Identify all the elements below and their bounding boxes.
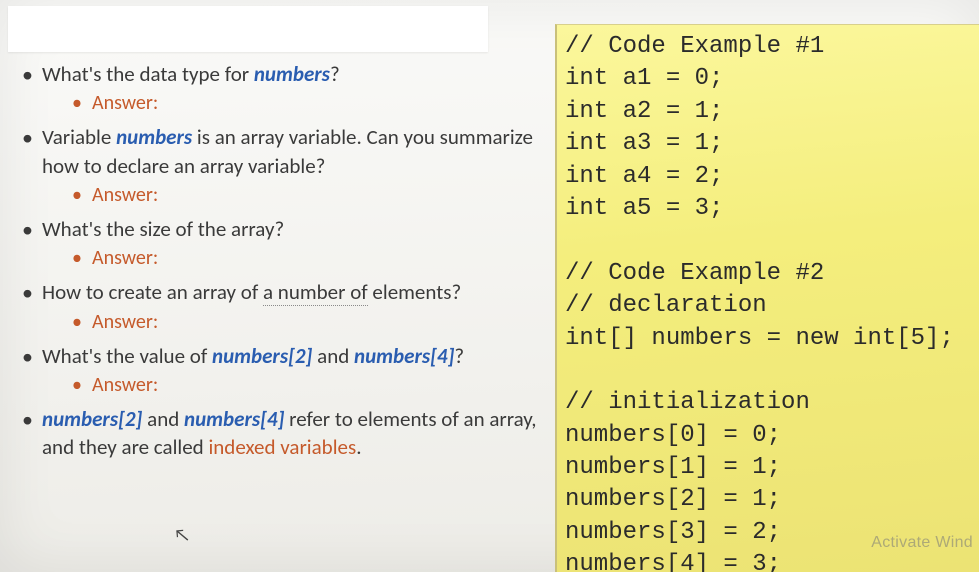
answer-5: Answer: [72,372,547,399]
question-1: What's the data type for numbers? Answer… [20,60,547,117]
code-column: // Code Example #1 int a1 = 0; int a2 = … [555,0,979,572]
question-2: Variable numbers is an array variable. C… [20,123,547,209]
code-l4: int a3 = 1; [565,130,723,157]
q1-keyword: numbers [254,61,330,87]
q3-text: What's the size of the array? [42,216,284,242]
answer-2: Answer: [72,182,547,209]
code-l5: int a4 = 2; [565,163,723,190]
code-l10: // initialization [565,389,810,416]
question-list: What's the data type for numbers? Answer… [6,60,547,462]
q4-underline: a number of [263,279,368,306]
code-l11: numbers[0] = 0; [565,422,781,449]
answer-1: Answer: [72,90,547,117]
q5-keyword-2: numbers[4] [354,343,454,369]
question-4: How to create an array of a number of el… [20,278,547,335]
question-3: What's the size of the array? Answer: [20,215,547,272]
code-l15: numbers[4] = 3; [565,551,781,572]
question-6: numbers[2] and numbers[4] refer to eleme… [20,405,547,462]
q6-keyword-3: indexed variables [208,434,356,460]
code-l9: int[] numbers = new int[5]; [565,325,954,352]
code-l13: numbers[2] = 1; [565,486,781,513]
q6-text-f: . [356,434,361,460]
q4-text-c: elements? [368,279,462,305]
code-l1: // Code Example #1 [565,33,824,60]
q6-text-b: and [142,406,184,432]
q1-text-c: ? [330,61,340,87]
code-l12: numbers[1] = 1; [565,454,781,481]
q6-keyword-1: numbers[2] [42,406,142,432]
slide: What's the data type for numbers? Answer… [0,0,979,572]
q4-text-a: How to create an array of [42,279,263,305]
answer-3: Answer: [72,245,547,272]
question-5: What's the value of numbers[2] and numbe… [20,342,547,399]
q2-keyword: numbers [116,124,192,150]
code-l8: // declaration [565,292,767,319]
q5-keyword-1: numbers[2] [212,343,312,369]
q5-text-c: and [312,343,354,369]
code-l3: int a2 = 1; [565,98,723,125]
questions-column: What's the data type for numbers? Answer… [0,0,555,572]
q5-text-a: What's the value of [42,343,212,369]
answer-4: Answer: [72,309,547,336]
q1-text-a: What's the data type for [42,61,254,87]
cursor-icon: ↖ [173,523,191,546]
code-l6: int a5 = 3; [565,195,723,222]
code-l14: numbers[3] = 2; [565,519,781,546]
q5-text-e: ? [454,343,464,369]
q6-keyword-2: numbers[4] [184,406,284,432]
activate-windows-watermark: Activate Wind [871,534,973,552]
redaction-box [8,6,488,52]
code-example-box: // Code Example #1 int a1 = 0; int a2 = … [555,24,979,572]
q2-text-a: Variable [42,124,116,150]
code-l7: // Code Example #2 [565,260,824,287]
code-l2: int a1 = 0; [565,65,723,92]
